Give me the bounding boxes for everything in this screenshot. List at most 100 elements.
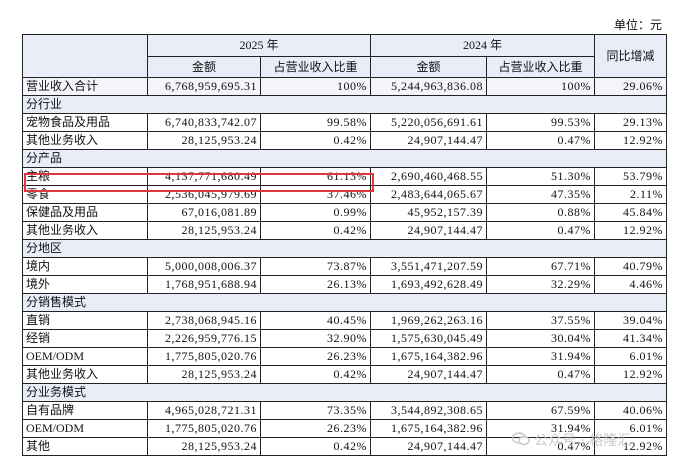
yoy-change: 39.04% [594, 311, 668, 330]
revenue-breakdown-table: 2025 年 2024 年 同比增减 金额 占营业收入比重 金额 占营业收入比重… [21, 34, 668, 456]
header-item-column [22, 34, 148, 78]
amount-2024: 3,551,471,207.59 [370, 257, 488, 276]
ratio-2024: 0.47% [486, 365, 596, 384]
amount-2024: 1,675,164,382.96 [370, 347, 488, 366]
row-label: 其他业务收入 [22, 221, 148, 240]
ratio-2024: 67.59% [486, 401, 596, 420]
table-row: 经销 2,226,959,776.15 32.90% 1,575,630,045.49… [22, 329, 668, 348]
section-row: 分行业 [21, 95, 668, 114]
wechat-icon [511, 432, 530, 450]
table-row: 其他业务收入 28,125,953.24 0.42% 24,907,144.47 0.4… [22, 221, 668, 240]
ratio-2024: 31.94% [486, 347, 596, 366]
header-amount-2024: 金额 [370, 56, 488, 78]
yoy-change: 53.79% [594, 167, 668, 186]
ratio-2025: 0.42% [259, 365, 372, 384]
header-yoy: 同比增减 [594, 34, 668, 78]
table-row: 直销 2,738,068,945.16 40.45% 1,969,262,263.16… [22, 311, 668, 330]
amount-2025: 28,125,953.24 [147, 437, 261, 456]
section-label: 分行业 [21, 95, 668, 114]
row-label: 宠物食品及用品 [22, 113, 148, 132]
yoy-change: 12.92% [594, 437, 668, 456]
ratio-2024: 100% [486, 77, 596, 96]
table-row: 其他业务收入 28,125,953.24 0.42% 24,907,144.47 0.4… [22, 131, 668, 150]
ratio-2024: 37.55% [486, 311, 596, 330]
amount-2025: 2,226,959,776.15 [147, 329, 261, 348]
row-label: 直销 [22, 311, 148, 330]
ratio-2025: 100% [259, 77, 372, 96]
ratio-2024: 67.71% [486, 257, 596, 276]
yoy-change: 12.92% [594, 221, 668, 240]
header-ratio-2025: 占营业收入比重 [259, 56, 372, 78]
ratio-2024: 0.47% [486, 437, 596, 456]
ratio-2025: 32.90% [259, 329, 372, 348]
amount-2025: 1,768,951,688.94 [147, 275, 261, 294]
table-row: 保健品及用品 67,016,081.89 0.99% 45,952,157.39 0.8… [22, 203, 668, 222]
yoy-change: 29.13% [594, 113, 668, 132]
ratio-2024: 99.53% [486, 113, 596, 132]
yoy-change: 12.92% [594, 365, 668, 384]
table-row: 自有品牌 4,965,028,721.31 73.35% 3,544,892,308.… [22, 401, 668, 420]
amount-2024: 1,575,630,045.49 [370, 329, 488, 348]
header-ratio-2024: 占营业收入比重 [486, 56, 596, 78]
row-label: 其他业务收入 [22, 131, 148, 150]
amount-2025: 28,125,953.24 [147, 131, 261, 150]
ratio-2025: 0.99% [259, 203, 372, 222]
header-amount-2025: 金额 [147, 56, 261, 78]
yoy-change: 29.06% [594, 77, 668, 96]
ratio-2025: 0.42% [259, 437, 372, 456]
amount-2025: 28,125,953.24 [147, 221, 261, 240]
ratio-2025: 40.45% [259, 311, 372, 330]
ratio-2024: 51.30% [486, 167, 596, 186]
unit-label: 单位：元 [613, 18, 662, 32]
row-label: 境外 [22, 275, 148, 294]
amount-2025: 4,965,028,721.31 [147, 401, 261, 420]
ratio-2024: 32.29% [486, 275, 596, 294]
amount-2025: 2,738,068,945.16 [147, 311, 261, 330]
amount-2024: 24,907,144.47 [370, 437, 488, 456]
yoy-change: 6.01% [594, 347, 668, 366]
ratio-2024: 30.04% [486, 329, 596, 348]
ratio-2025: 99.58% [259, 113, 372, 132]
amount-2025: 67,016,081.89 [147, 203, 261, 222]
ratio-2024: 47.35% [486, 185, 596, 204]
yoy-change: 6.01% [594, 419, 668, 438]
row-label: 其他 [22, 437, 148, 456]
table-row: OEM/ODM 1,775,805,020.76 26.23% 1,675,164,3… [22, 419, 668, 438]
table-row: 主粮 4,137,771,680.49 61.13% 2,690,460,468.55… [22, 167, 668, 186]
table-row: 境外 1,768,951,688.94 26.13% 1,693,492,628.49… [22, 275, 668, 294]
header-year-2025: 2025 年 [146, 34, 372, 57]
section-row: 分产品 [21, 149, 668, 168]
yoy-change: 12.92% [594, 131, 668, 150]
table-body: 营业收入合计 6,768,959,695.31 100% 5,244,963,836.… [21, 77, 668, 456]
table-row: 境内 5,000,008,006.37 73.87% 3,551,471,207.59… [22, 257, 668, 276]
row-label: OEM/ODM [22, 347, 148, 366]
amount-2024: 45,952,157.39 [370, 203, 488, 222]
table-row: 其他 28,125,953.24 0.42% 24,907,144.47 0.47% 12… [22, 437, 668, 456]
amount-2024: 2,483,644,065.67 [370, 185, 488, 204]
ratio-2024: 0.47% [486, 221, 596, 240]
row-label: 保健品及用品 [22, 203, 148, 222]
ratio-2025: 73.87% [259, 257, 372, 276]
amount-2024: 5,220,056,691.61 [370, 113, 488, 132]
amount-2025: 6,740,833,742.07 [147, 113, 261, 132]
amount-2024: 2,690,460,468.55 [370, 167, 488, 186]
amount-2024: 3,544,892,308.65 [370, 401, 488, 420]
table-row: OEM/ODM 1,775,805,020.76 26.23% 1,675,164,3… [22, 347, 668, 366]
yoy-change: 41.34% [594, 329, 668, 348]
section-row: 分业务模式 [21, 383, 668, 402]
ratio-2025: 73.35% [259, 401, 372, 420]
section-row: 分销售模式 [21, 293, 668, 312]
row-label: 自有品牌 [22, 401, 148, 420]
yoy-change: 2.11% [594, 185, 668, 204]
amount-2024: 5,244,963,836.08 [370, 77, 488, 96]
section-label: 分销售模式 [21, 293, 668, 312]
amount-2025: 6,768,959,695.31 [147, 77, 261, 96]
row-label: OEM/ODM [22, 419, 148, 438]
ratio-2024: 0.88% [486, 203, 596, 222]
section-row: 分地区 [21, 239, 668, 258]
amount-2025: 1,775,805,020.76 [147, 347, 261, 366]
ratio-2025: 26.23% [259, 419, 372, 438]
watermark-text: 公众号 · 格隆汇 [534, 433, 632, 449]
yoy-change: 45.84% [594, 203, 668, 222]
row-label: 经销 [22, 329, 148, 348]
